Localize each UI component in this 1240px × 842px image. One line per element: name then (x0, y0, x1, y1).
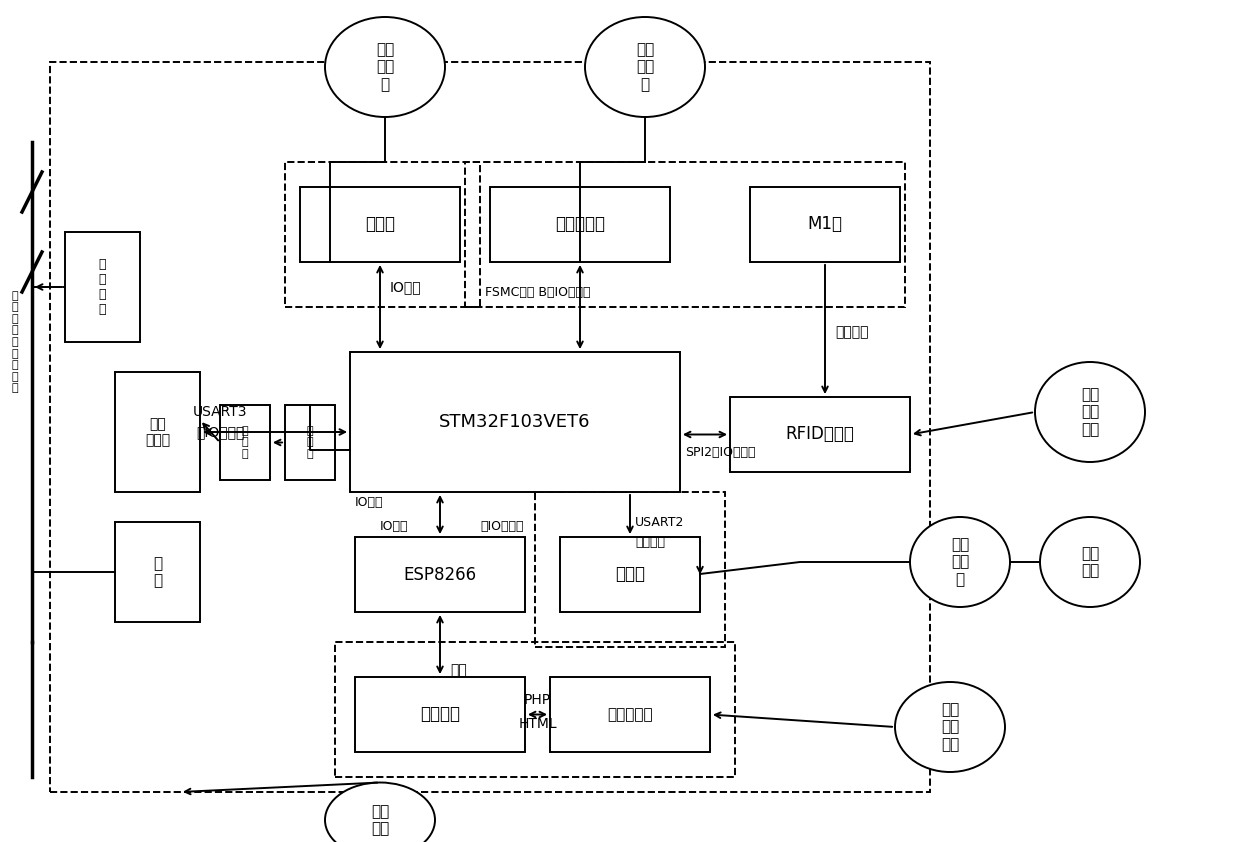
Bar (115, 372, 200, 492)
Text: 网线: 网线 (450, 663, 466, 677)
Text: 微信服务器: 微信服务器 (608, 707, 652, 722)
Bar (750, 187, 900, 262)
Text: 采
样
电
路: 采 样 电 路 (99, 258, 107, 316)
Bar (219, 405, 270, 480)
Text: IO端口: IO端口 (379, 520, 408, 534)
Bar (50, 62, 930, 792)
Text: STM32F103VET6: STM32F103VET6 (439, 413, 590, 431)
Text: RFID读写器: RFID读写器 (786, 425, 854, 444)
Text: SPI2（IO端口）: SPI2（IO端口） (684, 446, 755, 459)
Ellipse shape (910, 517, 1011, 607)
Bar (64, 232, 140, 342)
Text: 主控
制器: 主控 制器 (1081, 546, 1099, 578)
Ellipse shape (1035, 362, 1145, 462)
Text: 打印机: 打印机 (615, 566, 645, 584)
Bar (285, 162, 480, 307)
Bar (335, 642, 735, 777)
Text: 指示灯: 指示灯 (365, 216, 396, 233)
Text: 显示
屏设
计: 显示 屏设 计 (636, 42, 655, 92)
Bar (730, 397, 910, 472)
Text: 继
电
器: 继 电 器 (306, 426, 314, 459)
Bar (355, 677, 525, 752)
Text: HTML: HTML (518, 717, 557, 732)
Text: 触摸显示屏: 触摸显示屏 (556, 216, 605, 233)
Text: 射频识别: 射频识别 (835, 325, 868, 339)
Text: 负载
设备: 负载 设备 (371, 804, 389, 836)
Bar (115, 522, 200, 622)
Ellipse shape (1040, 517, 1140, 607)
Text: ESP8266: ESP8266 (403, 566, 476, 584)
Text: （端口）: （端口） (635, 536, 665, 548)
Text: （IO端口）: （IO端口） (480, 520, 523, 534)
Text: 交
流
电
（
充
电
设
备
）: 交 流 电 （ 充 电 设 备 ） (11, 290, 19, 393)
Text: IO端口: IO端口 (391, 280, 422, 294)
Text: 打印
机设
计: 打印 机设 计 (951, 537, 970, 587)
Text: USART2: USART2 (635, 515, 684, 529)
Ellipse shape (325, 17, 445, 117)
Bar (551, 677, 711, 752)
Ellipse shape (585, 17, 706, 117)
Bar (490, 187, 670, 262)
Text: 指示
灯设
计: 指示 灯设 计 (376, 42, 394, 92)
Bar (350, 352, 680, 492)
Text: IO端口: IO端口 (355, 495, 383, 509)
Bar (534, 492, 725, 647)
Text: M1卡: M1卡 (807, 216, 842, 233)
Text: （IO端口）: （IO端口） (196, 425, 244, 439)
Bar (355, 537, 525, 612)
Bar (465, 162, 905, 307)
Text: PHP: PHP (525, 692, 551, 706)
Text: 商户后台: 商户后台 (420, 706, 460, 723)
Text: 网络
平台
设计: 网络 平台 设计 (941, 702, 959, 752)
Text: USART3: USART3 (192, 405, 247, 419)
Bar (560, 537, 701, 612)
Text: 充电
控制器: 充电 控制器 (145, 417, 170, 447)
Text: 刷卡
付费
设计: 刷卡 付费 设计 (1081, 387, 1099, 437)
Text: 电
表: 电 表 (153, 556, 162, 589)
Ellipse shape (325, 782, 435, 842)
Text: 继
电
器: 继 电 器 (242, 426, 248, 459)
Ellipse shape (895, 682, 1004, 772)
Bar (285, 405, 335, 480)
Text: FSMC模式 B（IO端口）: FSMC模式 B（IO端口） (485, 285, 590, 299)
Bar (300, 187, 460, 262)
